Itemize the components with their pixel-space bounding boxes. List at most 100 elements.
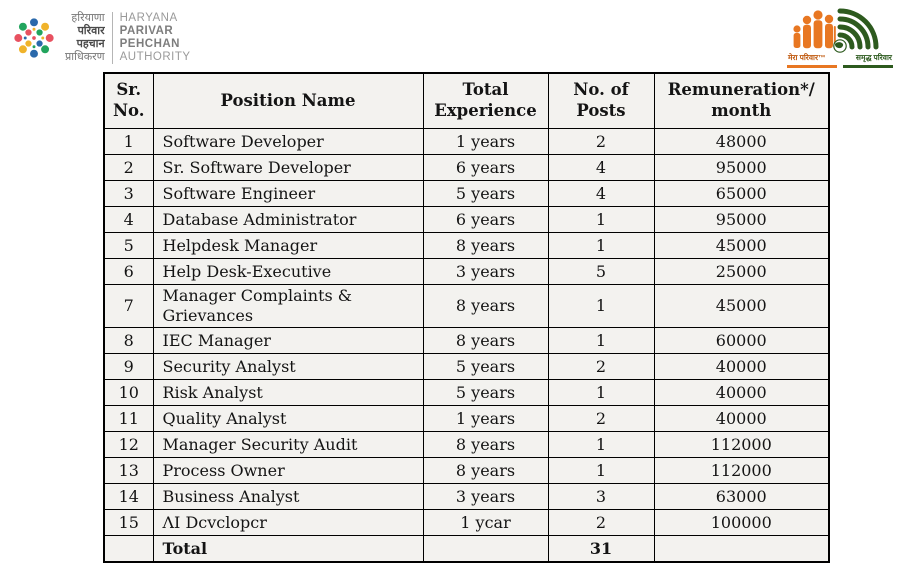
position-name-cell: Risk Analyst xyxy=(152,379,424,406)
position-name-cell: Process Owner xyxy=(152,457,424,484)
header-no-of-posts: No. of Posts xyxy=(547,72,655,129)
total-empty-experience xyxy=(422,535,549,563)
total-empty-remuneration xyxy=(653,535,830,563)
logo-underline-bars xyxy=(787,65,893,68)
remuneration-cell: 25000 xyxy=(653,258,830,285)
table-row: 10 Risk Analyst 5 years 1 40000 xyxy=(103,379,830,406)
table-row: 13 Process Owner 8 years 1 112000 xyxy=(103,457,830,484)
experience-cell: 1 years xyxy=(422,405,549,432)
orange-underline xyxy=(787,65,837,68)
table-row: 15 ΛI Dcvclopcr 1 ycar 2 100000 xyxy=(103,509,830,536)
table-body: 1 Software Developer 1 years 2 48000 2 Sr. Sof… xyxy=(103,128,830,536)
total-posts: 31 xyxy=(547,535,655,563)
remuneration-cell: 40000 xyxy=(653,379,830,406)
mera-parivar-captions: मेरा परिवार™ समृद्ध परिवार xyxy=(788,53,892,63)
posts-cell: 2 xyxy=(547,353,655,380)
table-row: 6 Help Desk-Executive 3 years 5 25000 xyxy=(103,258,830,285)
total-empty-srno xyxy=(103,535,154,563)
experience-cell: 8 years xyxy=(422,284,549,328)
positions-table: Sr. No. Position Name Total Experience N… xyxy=(103,72,830,563)
total-label: Total xyxy=(152,535,424,563)
remuneration-cell: 95000 xyxy=(653,154,830,181)
english-line: PARIVAR xyxy=(119,25,174,37)
remuneration-cell: 60000 xyxy=(653,327,830,354)
position-name-cell: Software Engineer xyxy=(152,180,424,207)
sr-no-cell: 1 xyxy=(103,128,154,155)
hppa-english-name: HARYANA PARIVAR PEHCHAN AUTHORITY xyxy=(111,12,191,64)
posts-cell: 1 xyxy=(547,327,655,354)
header-total-experience: Total Experience xyxy=(422,72,549,129)
hppa-dots-icon xyxy=(14,18,54,58)
experience-cell: 8 years xyxy=(422,232,549,259)
experience-cell: 6 years xyxy=(422,154,549,181)
experience-cell: 3 years xyxy=(422,258,549,285)
position-name-cell: Help Desk-Executive xyxy=(152,258,424,285)
posts-cell: 4 xyxy=(547,180,655,207)
table-row: 5 Helpdesk Manager 8 years 1 45000 xyxy=(103,232,830,259)
posts-cell: 1 xyxy=(547,457,655,484)
experience-cell: 5 years xyxy=(422,353,549,380)
table-row: 9 Security Analyst 5 years 2 40000 xyxy=(103,353,830,380)
table-row: 2 Sr. Software Developer 6 years 4 95000 xyxy=(103,154,830,181)
sr-no-cell: 7 xyxy=(103,284,154,328)
experience-cell: 3 years xyxy=(422,483,549,510)
caption-mera-parivar: मेरा परिवार™ xyxy=(788,53,826,62)
table-row: 4 Database Administrator 6 years 1 95000 xyxy=(103,206,830,233)
table-footer: Total 31 xyxy=(103,535,830,563)
posts-cell: 3 xyxy=(547,483,655,510)
posts-cell: 2 xyxy=(547,128,655,155)
remuneration-cell: 95000 xyxy=(653,206,830,233)
sr-no-cell: 3 xyxy=(103,180,154,207)
header-row: Sr. No. Position Name Total Experience N… xyxy=(103,72,830,129)
position-name-cell: Manager Complaints & Grievances xyxy=(152,284,424,328)
table-row: 8 IEC Manager 8 years 1 60000 xyxy=(103,327,830,354)
remuneration-cell: 48000 xyxy=(653,128,830,155)
sr-no-cell: 8 xyxy=(103,327,154,354)
posts-cell: 5 xyxy=(547,258,655,285)
sr-no-cell: 9 xyxy=(103,353,154,380)
sr-no-cell: 4 xyxy=(103,206,154,233)
remuneration-cell: 45000 xyxy=(653,232,830,259)
remuneration-cell: 45000 xyxy=(653,284,830,328)
hindi-line: हरियाणा xyxy=(71,12,105,24)
remuneration-cell: 63000 xyxy=(653,483,830,510)
table-row: 14 Business Analyst 3 years 3 63000 xyxy=(103,483,830,510)
sr-no-cell: 6 xyxy=(103,258,154,285)
remuneration-cell: 65000 xyxy=(653,180,830,207)
position-name-cell: ΛI Dcvclopcr xyxy=(152,509,424,536)
experience-cell: 5 years xyxy=(422,180,549,207)
posts-cell: 1 xyxy=(547,206,655,233)
experience-cell: 1 ycar xyxy=(422,509,549,536)
posts-cell: 2 xyxy=(547,509,655,536)
sr-no-cell: 10 xyxy=(103,379,154,406)
mera-parivar-logo: मेरा परिवार™ समृद्ध परिवार xyxy=(786,6,894,68)
family-signal-icon xyxy=(793,8,879,53)
sr-no-cell: 14 xyxy=(103,483,154,510)
posts-cell: 1 xyxy=(547,431,655,458)
posts-cell: 1 xyxy=(547,379,655,406)
posts-cell: 1 xyxy=(547,284,655,328)
posts-cell: 4 xyxy=(547,154,655,181)
position-name-cell: Security Analyst xyxy=(152,353,424,380)
header-position-name: Position Name xyxy=(152,72,424,129)
sr-no-cell: 11 xyxy=(103,405,154,432)
header-remuneration: Remuneration*/ month xyxy=(653,72,830,129)
green-underline xyxy=(843,65,893,68)
sr-no-cell: 12 xyxy=(103,431,154,458)
remuneration-cell: 100000 xyxy=(653,509,830,536)
remuneration-cell: 112000 xyxy=(653,431,830,458)
table-header: Sr. No. Position Name Total Experience N… xyxy=(103,72,830,129)
header-sr-no: Sr. No. xyxy=(103,72,154,129)
hppa-logo: हरियाणा परिवार पहचान प्राधिकरण HARYANA P… xyxy=(10,12,191,64)
position-name-cell: Software Developer xyxy=(152,128,424,155)
english-line: PEHCHAN xyxy=(119,38,180,50)
experience-cell: 1 years xyxy=(422,128,549,155)
experience-cell: 5 years xyxy=(422,379,549,406)
experience-cell: 6 years xyxy=(422,206,549,233)
table-row: 1 Software Developer 1 years 2 48000 xyxy=(103,128,830,155)
table-row: 12 Manager Security Audit 8 years 1 112000 xyxy=(103,431,830,458)
posts-cell: 1 xyxy=(547,232,655,259)
english-line: AUTHORITY xyxy=(119,51,191,63)
position-name-cell: Helpdesk Manager xyxy=(152,232,424,259)
experience-cell: 8 years xyxy=(422,431,549,458)
